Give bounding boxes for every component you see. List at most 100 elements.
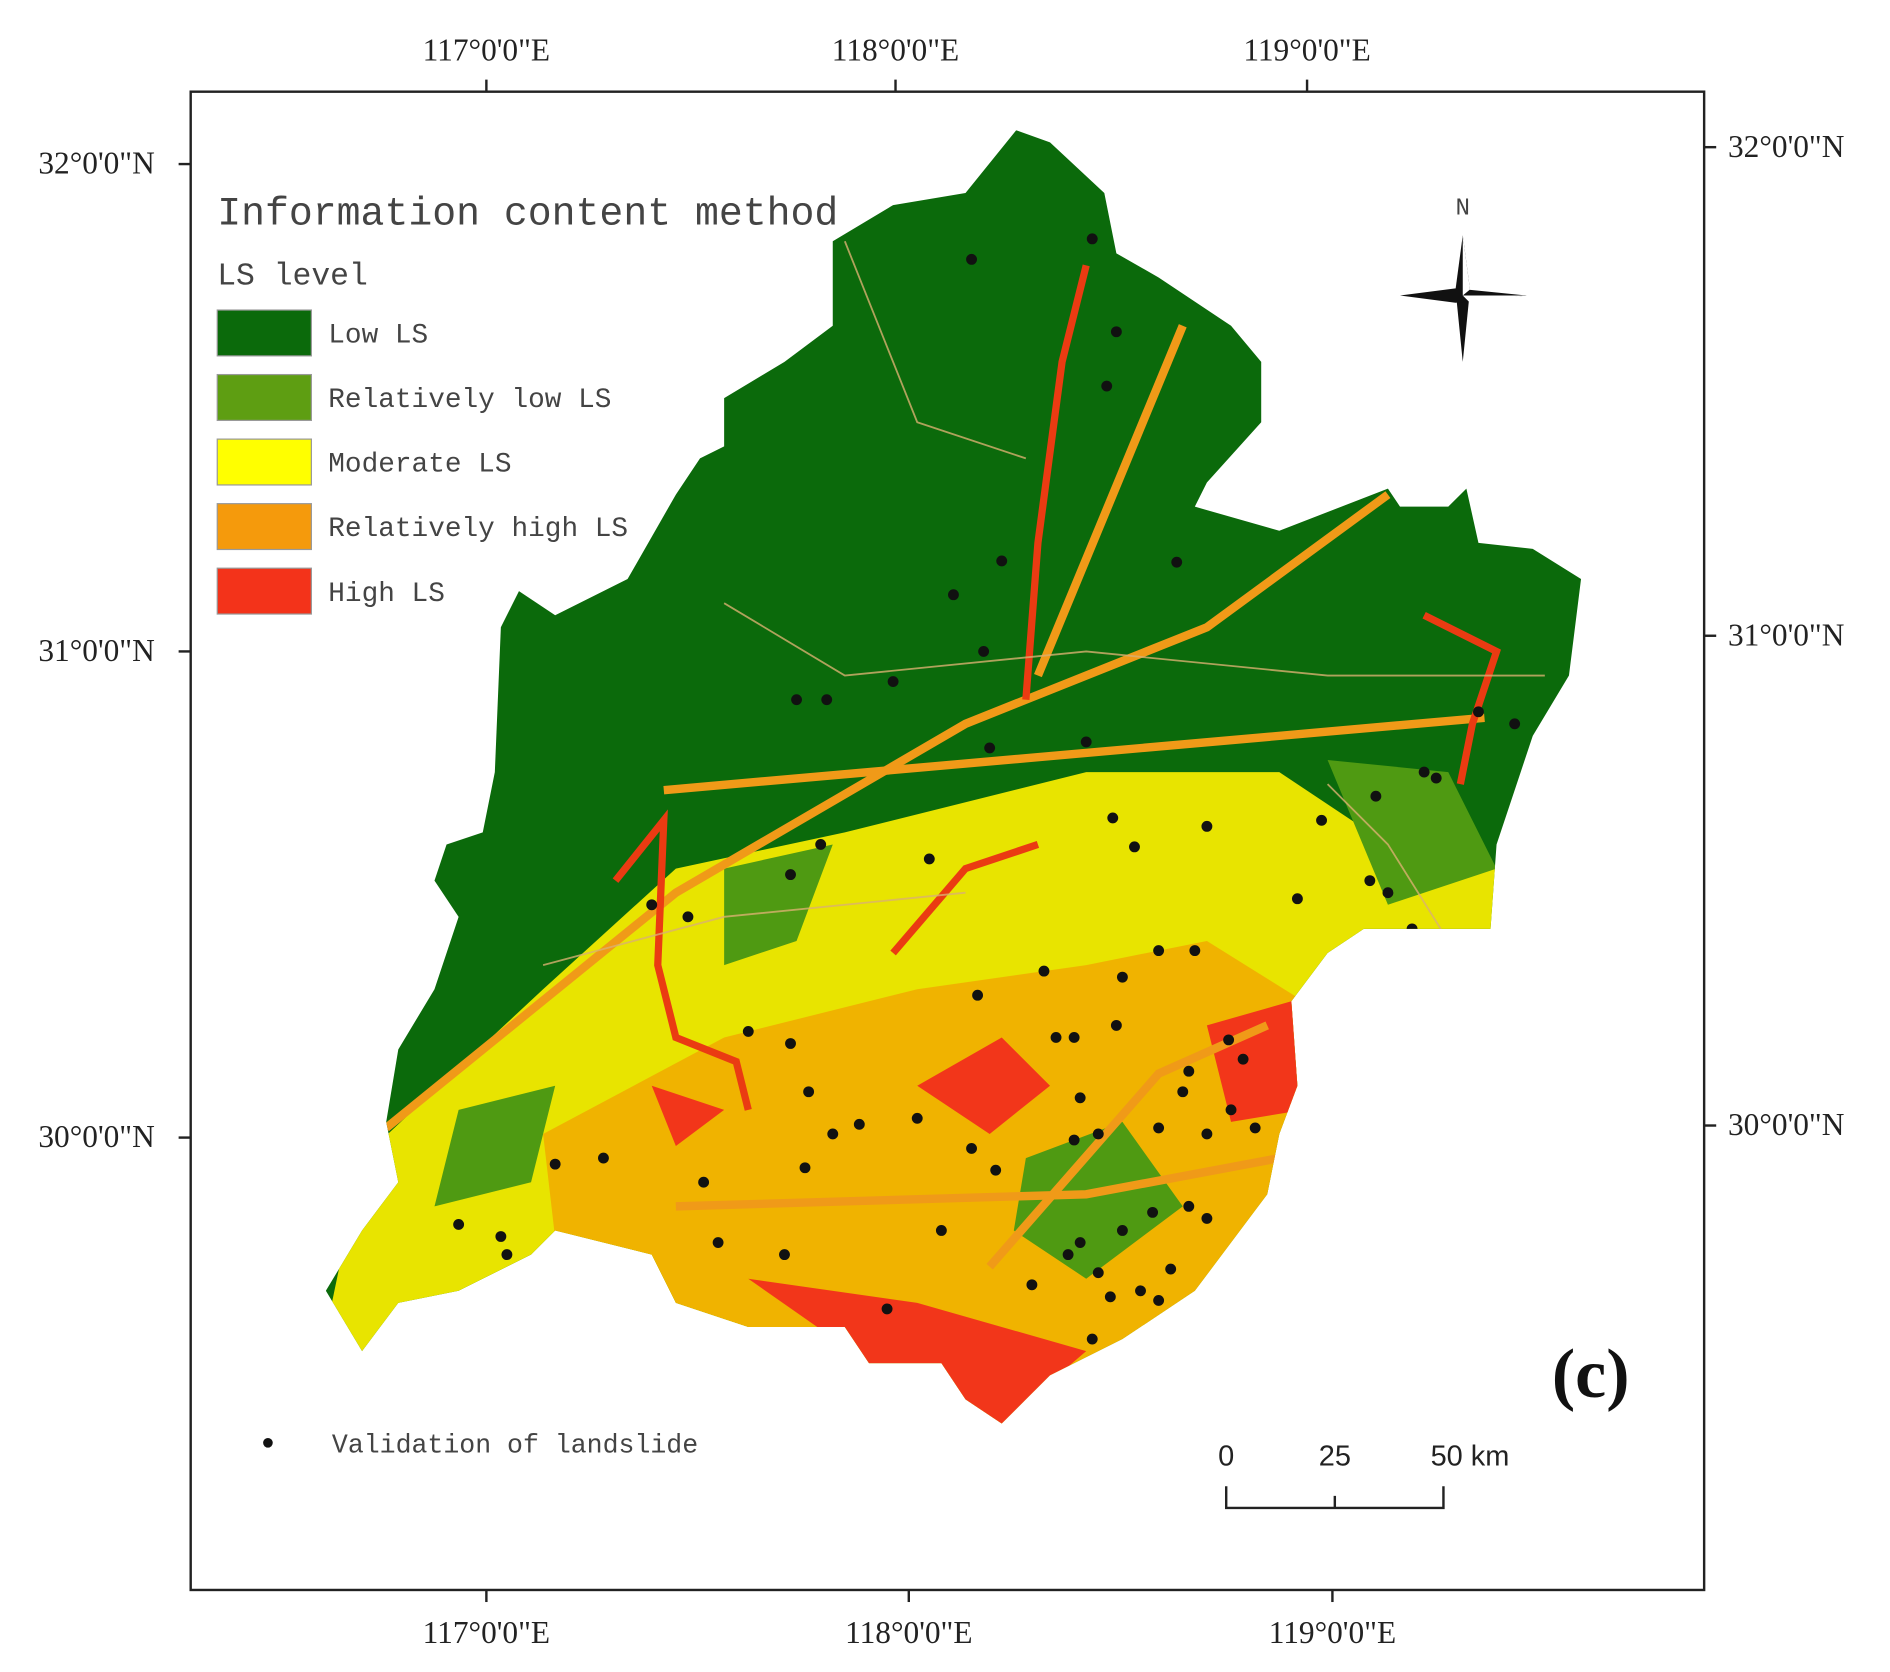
landslide-point bbox=[495, 1231, 507, 1242]
landslide-point bbox=[1237, 1053, 1249, 1065]
coordinate-label: 30°0'0"N bbox=[1728, 1107, 1844, 1142]
landslide-point bbox=[966, 253, 977, 265]
legend-swatch bbox=[216, 438, 312, 486]
landslide-point bbox=[646, 899, 658, 911]
high-ls-lines bbox=[612, 264, 1501, 1111]
landslide-point bbox=[785, 869, 796, 881]
landslide-point bbox=[785, 1038, 796, 1049]
landslide-points bbox=[453, 233, 1521, 1345]
legend-label: High LS bbox=[328, 579, 445, 610]
landslide-point bbox=[1189, 945, 1201, 957]
landslide-point bbox=[948, 589, 959, 601]
coordinate-label: 31°0'0"N bbox=[38, 633, 154, 668]
legend-label: Moderate LS bbox=[328, 450, 511, 481]
landslide-point bbox=[911, 1112, 923, 1124]
coordinate-label: 31°0'0"N bbox=[1728, 617, 1844, 652]
scale-label: 0 bbox=[1218, 1441, 1234, 1473]
landslide-point bbox=[1509, 718, 1521, 730]
legend-swatch bbox=[216, 373, 312, 422]
landslide-point bbox=[1291, 893, 1303, 905]
north-label: N bbox=[1456, 196, 1470, 223]
landslide-point bbox=[682, 911, 694, 923]
landslide-point bbox=[1129, 841, 1140, 853]
legend-label: Low LS bbox=[328, 321, 428, 352]
landslide-point bbox=[1062, 1249, 1074, 1261]
coordinate-label: 119°0'0"E bbox=[1269, 1615, 1396, 1650]
roads bbox=[542, 240, 1545, 966]
landslide-point bbox=[984, 742, 996, 754]
landslide-point bbox=[1201, 820, 1213, 832]
landslide-point bbox=[1249, 1122, 1261, 1134]
map-title: Information content method bbox=[217, 191, 838, 236]
landslide-point bbox=[1153, 1295, 1165, 1306]
coordinate-label: 118°0'0"E bbox=[845, 1615, 972, 1650]
landslide-point bbox=[1183, 1200, 1195, 1212]
landslide-point bbox=[1038, 965, 1050, 977]
landslide-point bbox=[1026, 1279, 1038, 1291]
landslide-point bbox=[1074, 1237, 1086, 1248]
legend-swatch bbox=[216, 309, 312, 357]
landslide-point bbox=[990, 1164, 1002, 1176]
landslide-point bbox=[1092, 1267, 1104, 1279]
landslide-point bbox=[1104, 1291, 1116, 1303]
landslide-point bbox=[1165, 1263, 1177, 1275]
landslide-point bbox=[1092, 1128, 1104, 1140]
landslide-point bbox=[1107, 812, 1119, 824]
landslide-point bbox=[698, 1176, 710, 1188]
legend-swatch bbox=[216, 567, 312, 615]
landslide-point bbox=[815, 839, 827, 850]
scale-label: 50 km bbox=[1431, 1441, 1510, 1473]
landslide-point bbox=[1370, 790, 1382, 802]
map-frame bbox=[189, 90, 1706, 1592]
landslide-point bbox=[742, 1026, 754, 1037]
landslide-point bbox=[779, 1249, 790, 1261]
coordinate-label: 30°0'0"N bbox=[38, 1119, 154, 1154]
landslide-point bbox=[598, 1152, 609, 1164]
landslide-point bbox=[1068, 1134, 1080, 1146]
landslide-point bbox=[1080, 736, 1092, 748]
landslide-point bbox=[821, 694, 833, 706]
landslide-point bbox=[1135, 1285, 1146, 1297]
compass: N bbox=[1400, 196, 1527, 362]
landslide-point bbox=[1382, 887, 1394, 899]
landslide-point bbox=[791, 694, 802, 706]
landslide-point bbox=[1050, 1032, 1062, 1043]
coordinate-label: 117°0'0"E bbox=[423, 32, 550, 67]
legend-label: Relatively high LS bbox=[328, 514, 628, 545]
landslide-point bbox=[1225, 1104, 1237, 1116]
legend-title: LS level bbox=[217, 260, 368, 295]
region bbox=[325, 130, 1582, 1424]
landslide-point bbox=[996, 555, 1008, 567]
landslide-point bbox=[1201, 1128, 1213, 1140]
landslide-point bbox=[1153, 945, 1165, 957]
landslide-point bbox=[1101, 380, 1113, 392]
landslide-point bbox=[972, 989, 984, 1001]
landslide-point bbox=[1223, 1034, 1235, 1046]
landslide-point bbox=[1473, 706, 1484, 718]
validation-label: Validation of landslide bbox=[332, 1430, 698, 1460]
scale-label: 25 bbox=[1319, 1441, 1351, 1473]
landslide-point bbox=[1153, 1122, 1165, 1134]
landslide-point bbox=[1418, 766, 1430, 778]
landslide-point bbox=[1147, 1206, 1159, 1218]
legend: Low LS Relatively low LS Moderate LS Relati… bbox=[216, 309, 628, 615]
graticule-labels: 117°0'0"E 118°0'0"E 119°0'0"E 117°0'0"E 118°… bbox=[38, 32, 1844, 1650]
coordinate-label: 32°0'0"N bbox=[38, 146, 154, 181]
landslide-point bbox=[712, 1237, 724, 1248]
landslide-point bbox=[799, 1162, 811, 1174]
coordinate-label: 118°0'0"E bbox=[832, 32, 959, 67]
scale-bar: 0 25 50 km bbox=[1218, 1441, 1510, 1510]
legend-swatch bbox=[216, 503, 312, 551]
coordinate-label: 119°0'0"E bbox=[1243, 32, 1370, 67]
coordinate-label: 32°0'0"N bbox=[1728, 129, 1844, 164]
landslide-point bbox=[881, 1303, 893, 1315]
landslide-point bbox=[853, 1118, 865, 1130]
landslide-point bbox=[1068, 1032, 1080, 1043]
landslide-point bbox=[1086, 1333, 1098, 1345]
high-ls-patches bbox=[651, 1001, 1304, 1424]
landslide-point bbox=[978, 646, 990, 657]
relatively-low-ls-patches bbox=[434, 760, 1497, 1279]
landslide-point bbox=[1110, 1019, 1122, 1031]
landslide-point bbox=[1086, 233, 1098, 245]
